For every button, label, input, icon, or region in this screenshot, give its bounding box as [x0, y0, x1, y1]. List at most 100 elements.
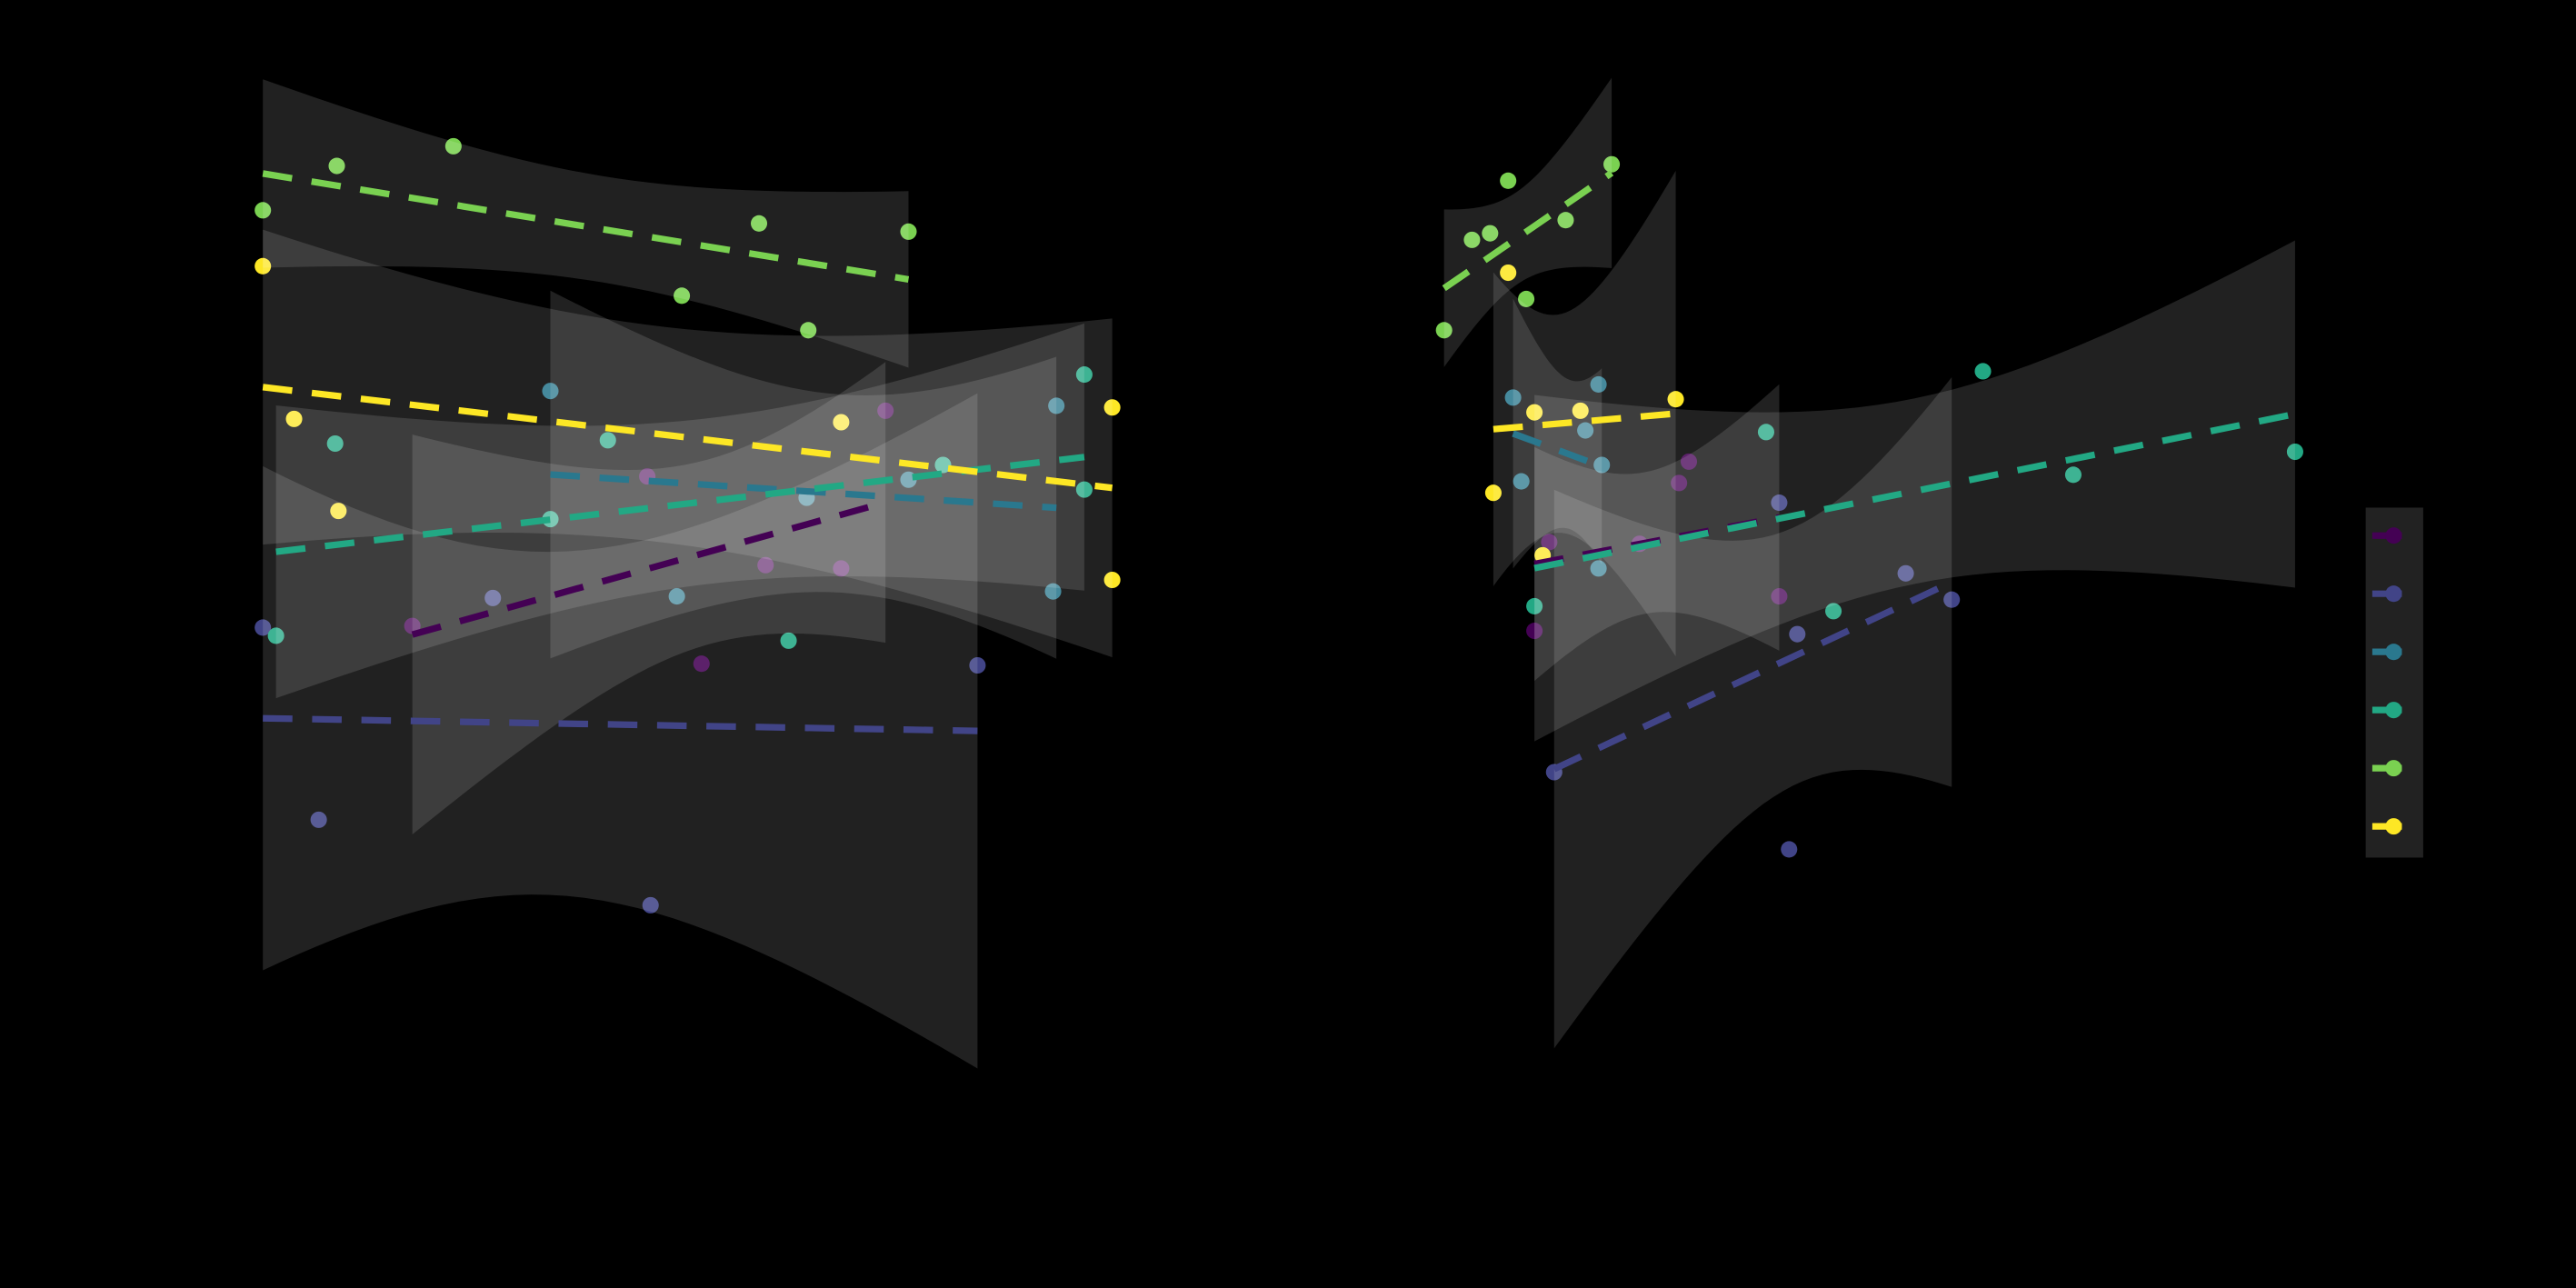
- point: [1577, 422, 1594, 439]
- point: [1463, 231, 1481, 248]
- legend-marker: [2385, 644, 2402, 661]
- point: [642, 896, 659, 914]
- legend-marker: [2385, 527, 2402, 544]
- point: [1541, 534, 1558, 551]
- confidence-band: [263, 229, 1113, 658]
- point: [1557, 212, 1574, 229]
- point: [1513, 473, 1530, 490]
- regression-line: [275, 454, 1085, 555]
- point: [2286, 443, 2303, 461]
- point: [674, 287, 691, 305]
- point: [1526, 597, 1543, 614]
- confidence-band: [412, 362, 886, 835]
- point: [1603, 155, 1621, 173]
- confidence-band: [263, 393, 978, 1069]
- point: [877, 402, 894, 419]
- point: [1781, 841, 1798, 858]
- legend-marker: [2385, 760, 2402, 777]
- regression-line: [1493, 410, 1676, 433]
- point: [900, 223, 917, 240]
- regression-line: [262, 384, 1113, 492]
- regression-line: [1553, 579, 1953, 773]
- point: [267, 627, 285, 644]
- point: [1572, 402, 1589, 419]
- regression-line: [411, 499, 887, 638]
- point: [800, 322, 817, 339]
- point: [757, 556, 774, 574]
- regression-line: [550, 471, 1057, 512]
- point: [1593, 456, 1611, 474]
- point: [1435, 322, 1453, 339]
- point: [1103, 571, 1121, 589]
- point: [330, 503, 347, 520]
- point: [934, 456, 952, 474]
- legend-marker: [2385, 585, 2402, 603]
- legend-marker: [2385, 702, 2402, 719]
- confidence-band: [550, 290, 1057, 659]
- point: [1075, 481, 1093, 498]
- points-layer: [255, 137, 1121, 914]
- confidence-band: [1443, 77, 1612, 367]
- point: [1897, 564, 1914, 582]
- point: [1671, 474, 1688, 492]
- point: [1771, 588, 1788, 605]
- point: [599, 432, 616, 449]
- lines-layer: [1442, 170, 2296, 773]
- legend-marker: [2385, 818, 2402, 835]
- point: [484, 589, 502, 606]
- confidence-band: [275, 323, 1084, 699]
- point: [1075, 366, 1093, 384]
- point: [1771, 494, 1788, 512]
- point: [1048, 397, 1065, 414]
- point: [326, 434, 344, 453]
- point: [1044, 583, 1062, 600]
- bands-layer: [263, 79, 1113, 1069]
- confidence-band: [1534, 240, 2295, 742]
- regression-line: [1533, 410, 2296, 572]
- point: [444, 137, 462, 155]
- point: [1526, 623, 1543, 640]
- point: [668, 588, 685, 605]
- point: [1500, 172, 1517, 189]
- point: [285, 410, 303, 427]
- point: [1500, 264, 1517, 282]
- regression-line: [1512, 430, 1603, 470]
- point: [1504, 389, 1522, 406]
- point: [1667, 391, 1684, 408]
- regression-line: [262, 170, 910, 283]
- point: [255, 257, 272, 275]
- point: [1680, 453, 1698, 470]
- lines-layer: [262, 170, 1113, 734]
- point: [255, 619, 272, 636]
- regression-line: [1442, 170, 1614, 292]
- point: [1103, 399, 1121, 416]
- point: [780, 632, 797, 649]
- point: [1789, 625, 1806, 643]
- point: [750, 215, 768, 232]
- confidence-band: [1513, 298, 1603, 569]
- confidence-band: [1534, 384, 1780, 682]
- point: [1482, 225, 1499, 242]
- confidence-band: [1493, 170, 1676, 657]
- point: [1590, 375, 1607, 393]
- point: [1757, 424, 1774, 441]
- point: [1526, 404, 1543, 421]
- point: [310, 811, 327, 828]
- point: [1518, 290, 1535, 307]
- point: [833, 560, 850, 577]
- point: [542, 383, 559, 400]
- point: [969, 656, 986, 674]
- point: [1943, 591, 1961, 608]
- point: [255, 202, 272, 219]
- legend-box: [2365, 507, 2423, 858]
- point: [833, 414, 850, 431]
- point: [328, 157, 345, 175]
- point: [1825, 603, 1842, 620]
- point: [1590, 560, 1607, 577]
- points-layer: [1435, 155, 2303, 858]
- point: [2064, 466, 2082, 484]
- point: [1974, 363, 1992, 380]
